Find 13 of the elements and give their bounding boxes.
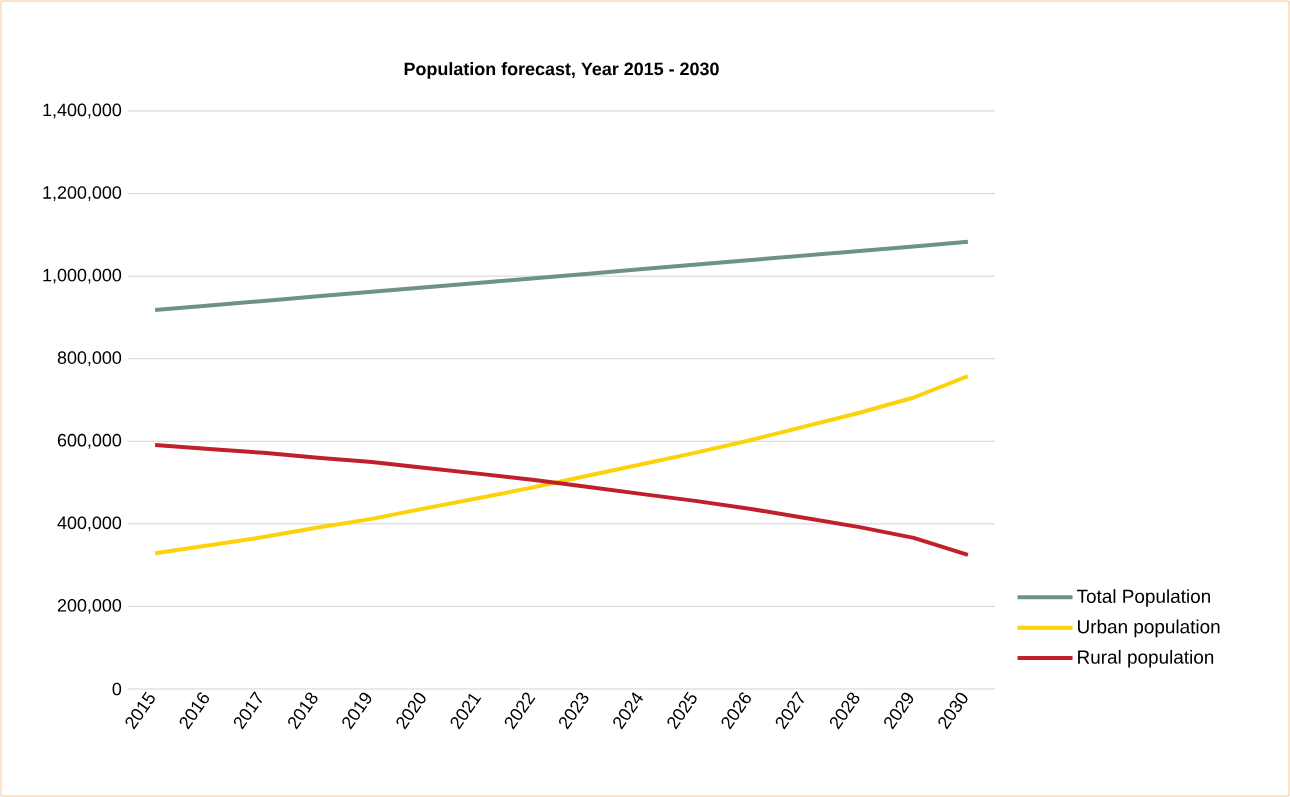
y-tick-label: 600,000 bbox=[57, 433, 122, 449]
chart-title: Population forecast, Year 2015 - 2030 bbox=[404, 62, 719, 79]
y-tick-label: 200,000 bbox=[57, 598, 122, 614]
legend-label: Total Population bbox=[1076, 589, 1210, 607]
y-tick-label: 1,200,000 bbox=[43, 186, 122, 201]
y-tick-label: 400,000 bbox=[57, 516, 122, 532]
legend-label: Urban population bbox=[1077, 619, 1220, 638]
y-tick-label: 1,000,000 bbox=[43, 268, 122, 284]
legend-label: Rural population bbox=[1078, 649, 1214, 668]
y-tick-label: 0 bbox=[112, 682, 122, 696]
y-tick-label: 800,000 bbox=[57, 351, 122, 367]
line-series bbox=[153, 442, 970, 557]
y-tick-label: 1,400,000 bbox=[43, 103, 122, 119]
